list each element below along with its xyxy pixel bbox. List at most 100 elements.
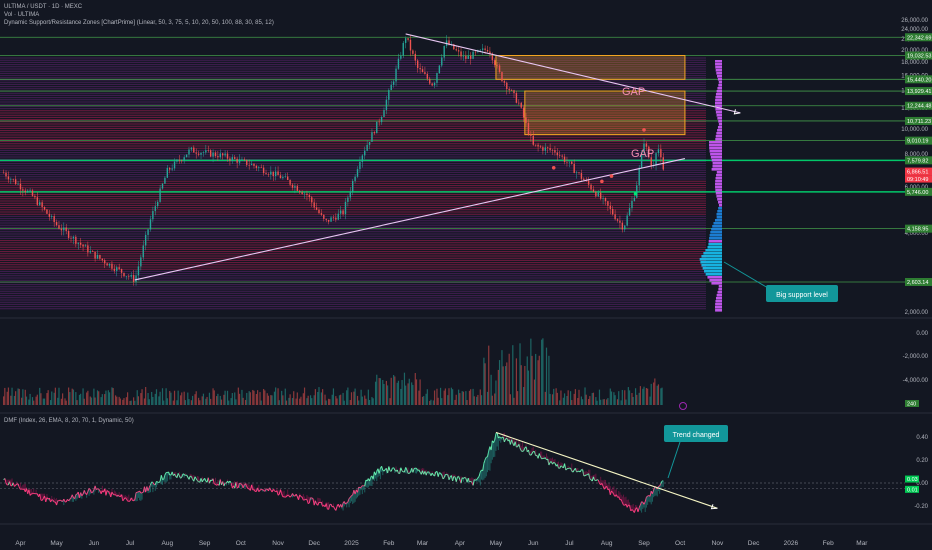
callout-pointer xyxy=(723,261,769,289)
dmf-line-segment xyxy=(452,476,455,482)
candle-body xyxy=(527,122,530,135)
candle-body xyxy=(614,214,616,220)
dmf-line-segment xyxy=(14,484,17,487)
candle-body xyxy=(123,272,125,277)
candle-body xyxy=(22,189,24,191)
volume-bar xyxy=(385,380,388,405)
volume-bar xyxy=(530,338,532,405)
candle-body xyxy=(636,185,638,198)
dmf-line-segment xyxy=(382,469,385,472)
volume-profile-bar xyxy=(712,165,722,168)
candle-body xyxy=(327,219,330,222)
gap-zone xyxy=(524,90,686,136)
candle-body xyxy=(431,83,433,86)
candle-body xyxy=(571,161,573,164)
volume-tick-label: -4,000.00 xyxy=(903,378,929,384)
volume-bar xyxy=(556,392,558,405)
dmf-line-segment xyxy=(193,476,196,482)
volume-bar xyxy=(78,394,81,405)
dmf-line-segment xyxy=(50,499,53,503)
candle-body xyxy=(380,117,383,123)
volume-profile-bar xyxy=(713,222,722,225)
candle-body xyxy=(48,213,51,217)
volume-bar xyxy=(411,382,413,405)
candle-body xyxy=(193,147,195,153)
candle-body xyxy=(378,121,380,123)
volume-bar xyxy=(423,396,425,405)
candle-body xyxy=(568,161,571,163)
gap-zone xyxy=(495,55,686,80)
volume-bar xyxy=(223,394,225,405)
dmf-line-segment xyxy=(416,468,419,471)
volume-profile-bar xyxy=(715,306,722,309)
volume-last-tag xyxy=(905,400,919,407)
dmf-line-segment xyxy=(440,472,443,476)
volume-profile-bar xyxy=(709,150,722,153)
candle-body xyxy=(607,201,609,206)
dmf-line-segment xyxy=(59,499,62,502)
dmf-line-segment xyxy=(295,493,298,497)
candle-body xyxy=(111,263,113,269)
volume-profile-bar xyxy=(714,219,722,222)
volume-bars xyxy=(3,338,663,405)
volume-bar xyxy=(313,395,315,405)
candle-body xyxy=(638,167,640,186)
volume-bar xyxy=(306,398,308,405)
volume-bar xyxy=(242,397,244,405)
volume-bar xyxy=(466,400,468,405)
candle-body xyxy=(400,55,402,59)
volume-bar xyxy=(328,398,330,405)
candle-body xyxy=(306,193,308,196)
volume-bar xyxy=(537,360,539,405)
candle-body xyxy=(563,156,566,163)
volume-bar xyxy=(49,400,52,405)
time-axis-label: Sep xyxy=(199,540,211,547)
price-level-tag-text: 2,603.14 xyxy=(907,280,928,286)
candle-body xyxy=(200,152,202,155)
volume-bar xyxy=(329,399,331,405)
candle-body xyxy=(262,167,265,174)
volume-bar xyxy=(609,388,611,405)
candle-body xyxy=(554,150,556,153)
volume-profile-bar xyxy=(716,90,722,93)
dmf-line-segment xyxy=(431,472,434,476)
volume-bar xyxy=(338,395,341,405)
candle-body xyxy=(616,219,619,221)
candle-body xyxy=(518,102,520,104)
volume-bar xyxy=(111,387,113,405)
dmf-last-tag-down xyxy=(905,485,919,493)
volume-bar xyxy=(145,387,147,405)
price-level-tag xyxy=(905,136,932,145)
candle-body xyxy=(462,55,465,57)
volume-bar xyxy=(610,391,613,405)
volume-bar xyxy=(172,400,174,405)
volume-bar xyxy=(296,392,298,405)
volume-bar xyxy=(72,389,75,405)
volume-bar xyxy=(161,388,164,405)
volume-bar xyxy=(136,390,138,405)
candle-body xyxy=(595,191,597,197)
candle-body xyxy=(29,190,31,192)
volume-bar xyxy=(273,391,276,405)
candle-body xyxy=(209,150,212,157)
volume-bar xyxy=(324,394,326,405)
volume-bar xyxy=(4,387,6,405)
volume-profile-bar xyxy=(718,207,722,210)
volume-bar xyxy=(483,357,485,405)
volume-profile-bar xyxy=(709,279,722,282)
volume-bar xyxy=(58,387,60,405)
volume-bar xyxy=(419,379,421,405)
price-level-tag xyxy=(905,116,932,125)
volume-profile-bar xyxy=(705,273,722,276)
volume-bar xyxy=(407,383,409,405)
candle-body xyxy=(253,163,255,166)
price-tick-label: 26,000.00 xyxy=(901,18,928,24)
candle-body xyxy=(43,206,46,210)
dmf-line-segment xyxy=(460,477,463,484)
volume-bar xyxy=(632,396,634,405)
volume-bar xyxy=(425,393,427,405)
volume-bar xyxy=(154,393,156,405)
candle-body xyxy=(376,121,378,134)
candle-body xyxy=(19,183,22,190)
